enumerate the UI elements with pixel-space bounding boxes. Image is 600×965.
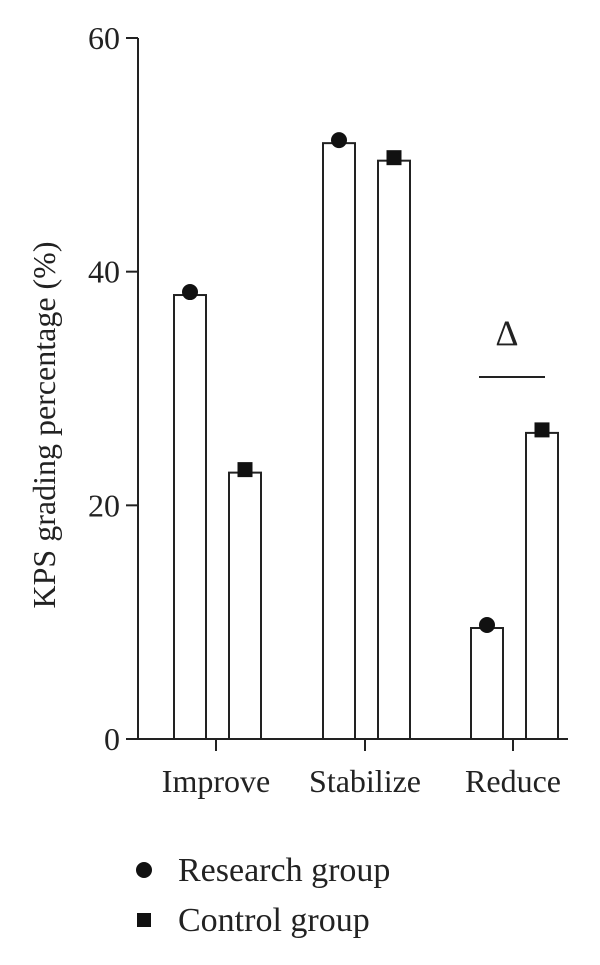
- significance-annotation: Δ: [479, 313, 545, 378]
- y-tick-label: 0: [104, 721, 120, 757]
- markers: [182, 132, 550, 634]
- significance-symbol: Δ: [495, 313, 518, 353]
- x-axis: Improve Stabilize Reduce: [138, 738, 568, 799]
- legend-label: Research group: [178, 852, 390, 889]
- x-tick-label: Reduce: [465, 763, 561, 799]
- bar-improve-research: [173, 294, 207, 740]
- x-tick-label: Stabilize: [309, 763, 421, 799]
- bar-improve-control: [228, 471, 262, 740]
- control-marker: [534, 422, 550, 438]
- bar-reduce-research: [470, 627, 504, 741]
- legend-circle-icon: [136, 862, 152, 878]
- legend: Research group Control group: [136, 852, 390, 939]
- research-marker: [331, 132, 347, 149]
- bars: [173, 142, 559, 741]
- bar-reduce-control: [525, 431, 559, 740]
- bar-stabilize-research: [322, 142, 356, 740]
- y-axis: 0 20 40 60: [88, 20, 139, 757]
- research-marker: [479, 617, 495, 634]
- legend-square-icon: [137, 913, 151, 927]
- bar-stabilize-control: [377, 159, 411, 741]
- y-tick-label: 60: [88, 20, 120, 56]
- y-tick-label: 20: [88, 487, 120, 523]
- x-tick-label: Improve: [162, 763, 270, 799]
- y-axis-label: KPS grading percentage (%): [26, 242, 62, 609]
- legend-label: Control group: [178, 902, 370, 939]
- control-marker: [237, 462, 253, 478]
- research-marker: [182, 284, 198, 301]
- y-tick-label: 40: [88, 254, 120, 290]
- control-marker: [386, 150, 402, 166]
